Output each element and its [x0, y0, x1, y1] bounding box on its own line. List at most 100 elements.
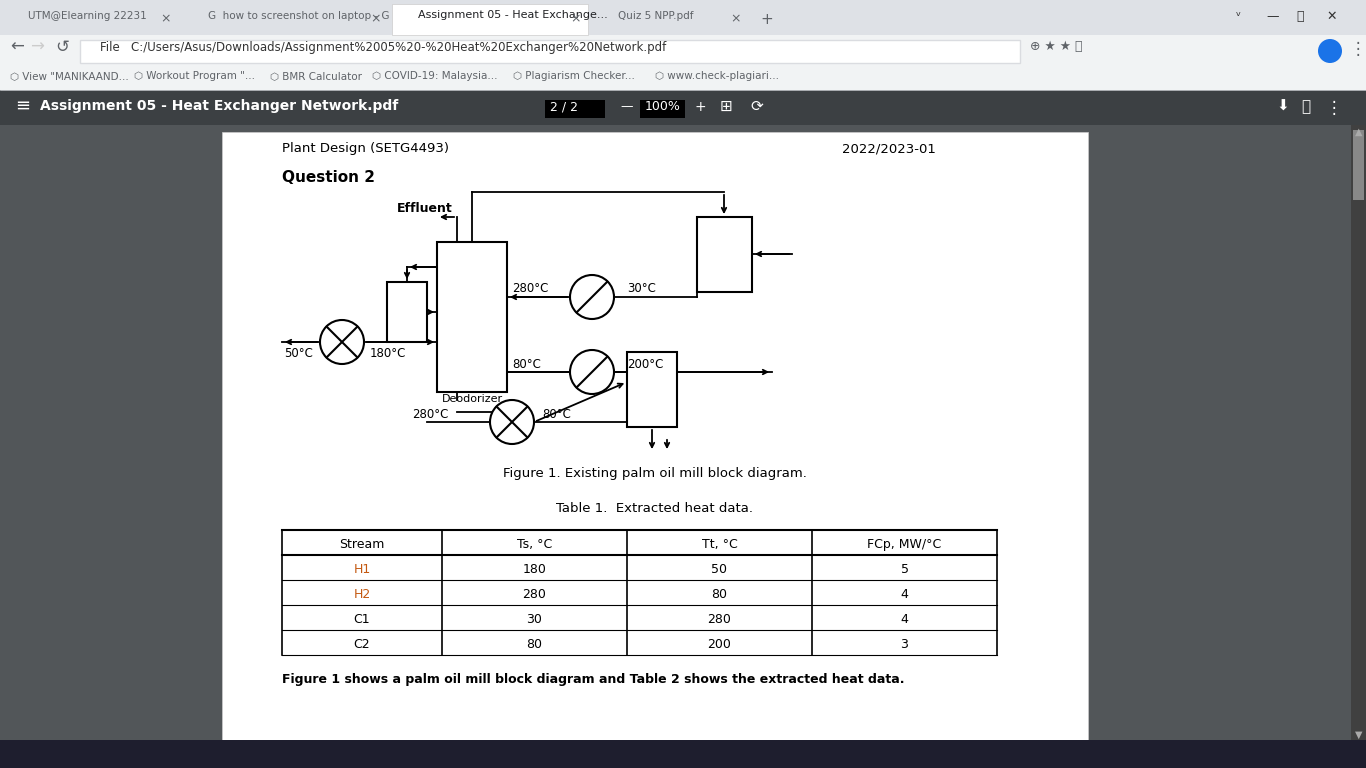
Text: Figure 1 shows a palm oil mill block diagram and Table 2 shows the extracted hea: Figure 1 shows a palm oil mill block dia…	[281, 673, 904, 686]
Bar	[591, 8, 749, 33]
Bar	[182, 8, 388, 33]
Text: 🖨: 🖨	[1300, 99, 1310, 114]
Text: H2: H2	[354, 588, 370, 601]
Text: 80°C: 80°C	[512, 358, 541, 371]
Text: +: +	[759, 12, 773, 27]
Text: Table 1.  Extracted heat data.: Table 1. Extracted heat data.	[556, 502, 754, 515]
Text: →: →	[30, 38, 44, 56]
Circle shape	[490, 400, 534, 444]
Text: 🔍 Type here to search: 🔍 Type here to search	[36, 743, 169, 756]
Text: ⋮: ⋮	[1350, 40, 1366, 58]
Text: 50°C: 50°C	[284, 347, 313, 360]
Text: ↺: ↺	[55, 38, 68, 56]
Text: ⋮: ⋮	[1326, 99, 1343, 117]
Text: 14/1/2023: 14/1/2023	[1315, 753, 1366, 763]
Text: 280: 280	[523, 588, 546, 601]
Bar	[0, 0, 1366, 35]
Bar	[223, 132, 1087, 760]
Text: —: —	[620, 100, 632, 113]
Bar	[545, 100, 605, 118]
Text: 30°C: 30°C	[627, 282, 656, 295]
Bar	[387, 282, 428, 342]
Text: Ts, °C: Ts, °C	[516, 538, 552, 551]
Text: Plant Design (SETG4493): Plant Design (SETG4493)	[281, 142, 449, 155]
Text: ▼: ▼	[1355, 730, 1362, 740]
Text: ×: ×	[370, 12, 381, 25]
Text: ⟳: ⟳	[750, 99, 762, 114]
Circle shape	[1318, 39, 1341, 63]
Text: ×: ×	[570, 12, 581, 25]
Circle shape	[570, 350, 613, 394]
Text: Effluent: Effluent	[398, 202, 452, 215]
Bar	[1352, 130, 1365, 200]
Bar	[1, 8, 178, 33]
Text: C1: C1	[354, 613, 370, 626]
Text: 180°C: 180°C	[370, 347, 406, 360]
Text: 5:21 PM: 5:21 PM	[1315, 742, 1361, 752]
Text: C2: C2	[354, 638, 370, 651]
Text: ✕: ✕	[1326, 10, 1336, 23]
Text: ●: ●	[850, 743, 863, 758]
Text: ▲: ▲	[1355, 127, 1362, 137]
Text: ×: ×	[160, 12, 171, 25]
Text: M: M	[1325, 45, 1336, 58]
Text: Figure 1. Existing palm oil mill block diagram.: Figure 1. Existing palm oil mill block d…	[503, 467, 807, 480]
Text: 50: 50	[712, 563, 728, 576]
Text: 2022/2023-01: 2022/2023-01	[841, 142, 936, 155]
Text: 3: 3	[900, 638, 908, 651]
Text: ⊞: ⊞	[720, 99, 732, 114]
Text: H1: H1	[354, 563, 370, 576]
Bar	[0, 90, 1366, 125]
Text: ⊕ ★ ★ ⬜: ⊕ ★ ★ ⬜	[1030, 40, 1082, 53]
Bar	[0, 740, 1366, 768]
Bar	[697, 217, 753, 292]
Text: ≡: ≡	[660, 743, 672, 758]
Text: UTM@Elearning 22231: UTM@Elearning 22231	[27, 11, 146, 21]
Text: 280: 280	[708, 613, 731, 626]
Text: 80: 80	[712, 588, 728, 601]
Text: ⬡ Workout Program "...: ⬡ Workout Program "...	[134, 71, 255, 81]
Bar	[627, 352, 678, 427]
Text: ●: ●	[698, 743, 712, 758]
Bar	[0, 35, 1366, 68]
Text: 280°C: 280°C	[512, 282, 548, 295]
Text: —: —	[1266, 10, 1279, 23]
Text: Assignment 05 - Heat Exchanger Network.pdf: Assignment 05 - Heat Exchanger Network.p…	[40, 99, 399, 113]
Text: G  how to screenshot on laptop - G: G how to screenshot on laptop - G	[208, 11, 389, 21]
Text: FCp, MW/°C: FCp, MW/°C	[867, 538, 941, 551]
Text: 200: 200	[708, 638, 731, 651]
Text: 📁: 📁	[736, 743, 744, 758]
Bar	[0, 68, 1366, 90]
Text: ⬡ View "MANIKAAND...: ⬡ View "MANIKAAND...	[10, 71, 128, 81]
Text: Stream: Stream	[339, 538, 385, 551]
Text: 80°C: 80°C	[542, 408, 571, 421]
Text: 100%: 100%	[645, 100, 680, 113]
Text: File   C:/Users/Asus/Downloads/Assignment%2005%20-%20Heat%20Exchanger%20Network.: File C:/Users/Asus/Downloads/Assignment%…	[100, 41, 667, 54]
Text: ⊞: ⊞	[5, 742, 19, 760]
Bar	[641, 100, 684, 118]
Text: Assignment 05 - Heat Exchange...: Assignment 05 - Heat Exchange...	[418, 10, 608, 20]
Text: ×: ×	[729, 12, 740, 25]
Text: ⬡ COVID-19: Malaysia...: ⬡ COVID-19: Malaysia...	[372, 71, 497, 81]
Text: 180: 180	[523, 563, 546, 576]
Text: ≡: ≡	[15, 97, 30, 115]
Text: +: +	[695, 100, 706, 114]
Text: ⬜: ⬜	[1296, 10, 1303, 23]
Text: 5: 5	[900, 563, 908, 576]
Text: Quiz 5 NPP.pdf: Quiz 5 NPP.pdf	[617, 11, 694, 21]
Text: ᵛ: ᵛ	[1236, 10, 1242, 23]
Text: 🪟: 🪟	[775, 743, 783, 758]
Bar	[1351, 125, 1366, 740]
Text: 4: 4	[900, 588, 908, 601]
Text: 280°C: 280°C	[413, 408, 448, 421]
Text: 🌧 Rain coming: 🌧 Rain coming	[1126, 743, 1205, 753]
Text: 30: 30	[526, 613, 542, 626]
Circle shape	[320, 320, 363, 364]
Text: Tt, °C: Tt, °C	[702, 538, 738, 551]
Text: ✉: ✉	[811, 743, 825, 758]
Text: Question 2: Question 2	[281, 170, 376, 185]
Text: ←: ←	[10, 38, 23, 56]
Text: ⬡ Plagiarism Checker...: ⬡ Plagiarism Checker...	[514, 71, 635, 81]
Text: ⬡ www.check-plagiari...: ⬡ www.check-plagiari...	[656, 71, 779, 81]
Bar	[437, 242, 507, 392]
